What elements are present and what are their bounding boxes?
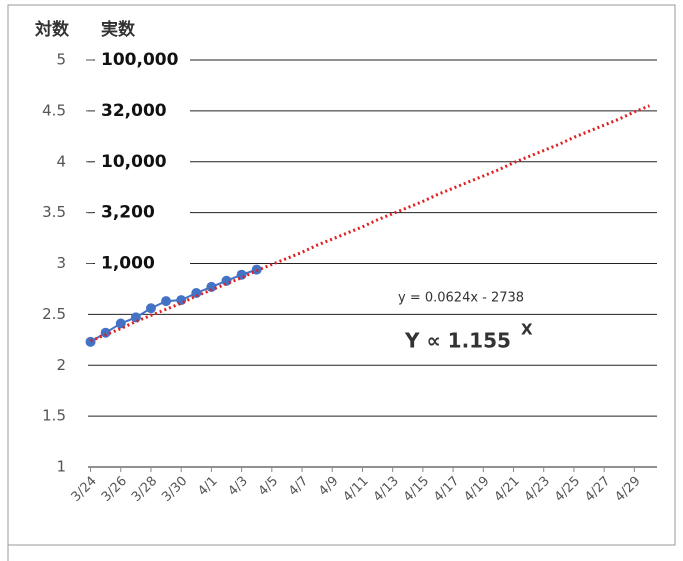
y-tick-label: 2 bbox=[56, 356, 66, 374]
y-tick-label: 5 bbox=[56, 51, 66, 69]
x-tick-label: 4/19 bbox=[461, 474, 492, 505]
real-header: 実数 bbox=[101, 19, 136, 40]
x-tick-label: 3/26 bbox=[99, 474, 130, 505]
x-tick-label: 4/27 bbox=[582, 474, 613, 505]
x-tick-label: 4/29 bbox=[612, 474, 643, 505]
equation: y = 0.0624x - 2738 bbox=[398, 291, 524, 306]
y-tick-label: 1 bbox=[56, 458, 66, 476]
x-tick-label: 4/13 bbox=[371, 474, 402, 505]
chart-border bbox=[7, 4, 676, 546]
x-tick-label: 4/5 bbox=[256, 474, 281, 499]
x-tick-label: 4/21 bbox=[492, 474, 523, 505]
x-tick-label: 4/17 bbox=[431, 474, 462, 505]
x-tick-label: 4/25 bbox=[552, 474, 583, 505]
x-tick-label: 4/23 bbox=[522, 474, 553, 505]
x-tick-label: 4/7 bbox=[286, 474, 311, 499]
x-tick-label: 4/1 bbox=[195, 474, 220, 499]
log-header: 対数 bbox=[34, 19, 70, 40]
data-point bbox=[191, 288, 202, 299]
x-tick-label: 3/28 bbox=[129, 474, 160, 505]
data-point bbox=[130, 312, 141, 323]
real-label-bg bbox=[95, 150, 190, 173]
x-tick-label: 4/9 bbox=[316, 474, 341, 499]
data-point bbox=[85, 336, 96, 347]
real-tick-label: 3,200 bbox=[101, 203, 155, 223]
x-tick-label: 3/24 bbox=[69, 474, 100, 505]
trendline bbox=[89, 104, 651, 343]
growth-base: Y ∝ 1.155 bbox=[404, 329, 511, 353]
real-label-bg bbox=[95, 99, 190, 122]
y-tick-label: 2.5 bbox=[42, 305, 66, 323]
y-tick-label: 3.5 bbox=[42, 203, 66, 221]
data-point bbox=[176, 295, 187, 306]
real-tick-label: 32,000 bbox=[101, 101, 167, 121]
data-point bbox=[145, 303, 156, 314]
x-tick-label: 4/11 bbox=[340, 474, 371, 505]
real-tick-label: 1,000 bbox=[101, 254, 155, 274]
real-label-bg bbox=[95, 252, 190, 275]
growth-exponent: X bbox=[521, 321, 533, 339]
real-label-bg bbox=[95, 201, 190, 224]
x-tick-label: 3/30 bbox=[159, 474, 190, 505]
x-tick-label: 4/15 bbox=[401, 474, 432, 505]
real-label-bg bbox=[95, 49, 190, 71]
data-point bbox=[206, 281, 217, 292]
x-tick-label: 4/3 bbox=[226, 474, 251, 499]
real-tick-label: 100,000 bbox=[101, 50, 179, 70]
y-tick-label: 4.5 bbox=[42, 101, 66, 119]
data-point bbox=[161, 296, 172, 307]
y-tick-label: 1.5 bbox=[42, 407, 66, 425]
data-point bbox=[221, 275, 232, 286]
y-tick-label: 4 bbox=[56, 152, 66, 170]
data-point bbox=[100, 327, 111, 338]
y-tick-label: 3 bbox=[56, 254, 66, 272]
real-tick-label: 10,000 bbox=[101, 152, 167, 172]
